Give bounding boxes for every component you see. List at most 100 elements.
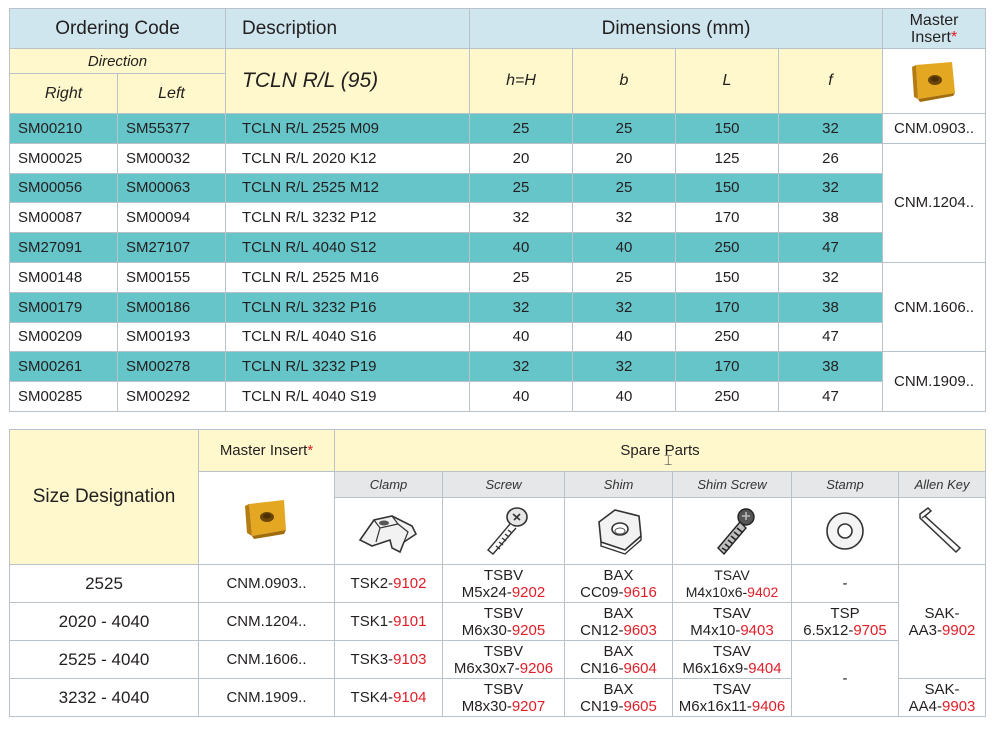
screw-code-number: 9207	[511, 697, 546, 715]
h-value: 25	[469, 113, 573, 144]
insert-image-cell	[882, 48, 987, 114]
shim-icon	[597, 509, 642, 555]
f-value: 47	[777, 381, 884, 412]
shim-screw-code-type: TSAV	[712, 680, 752, 698]
h-value: 32	[469, 202, 573, 234]
allen-key-code-number: 9903	[942, 697, 976, 715]
shim-screw-code-number: 9406	[751, 697, 786, 715]
screw-code-size: M5x24-	[461, 583, 512, 601]
stamp-code: -	[791, 640, 899, 717]
allen-key-header: Allen Key	[897, 471, 987, 498]
stamp-code-type: TSP	[830, 604, 860, 622]
required-star: *	[950, 28, 958, 46]
description: TCLN R/L 4040 S19	[225, 381, 470, 412]
table-row: SM27091 SM27107 TCLN R/L 4040 S12 40 40 …	[9, 232, 986, 263]
shim-header: Shim	[564, 471, 673, 498]
b-header: b	[572, 48, 676, 114]
shim-code: BAX CN12-9603	[564, 602, 673, 641]
table-row: SM00179 SM00186 TCLN R/L 3232 P16 32 32 …	[9, 291, 986, 323]
screw-code-number: 9206	[519, 659, 554, 677]
shim-screw-code-type: TSAV	[712, 604, 752, 622]
shim-code-size: CC09-	[580, 583, 624, 601]
f-value: 38	[777, 351, 884, 383]
clamp-code: TSK1-9101	[334, 602, 443, 641]
shim-screw-code-number: 9404	[748, 659, 782, 677]
shim-code: BAX CC09-9616	[564, 564, 673, 603]
shim-screw-icon	[717, 508, 755, 556]
clamp-icon	[358, 515, 417, 554]
insert-code: CNM.1909..	[882, 351, 987, 412]
left-code: SM00063	[117, 172, 226, 204]
allen-key-code-type: SAK-	[924, 680, 960, 698]
stamp-code-number: 9705	[853, 621, 887, 639]
description: TCLN R/L 4040 S16	[225, 321, 470, 353]
clamp-code: TSK4-9104	[334, 678, 443, 717]
shim-screw-header: Shim Screw	[672, 471, 792, 498]
shim-screw-image-cell	[672, 497, 792, 565]
description: TCLN R/L 2525 M09	[225, 113, 470, 144]
l-value: 250	[675, 321, 779, 353]
left-code: SM00193	[117, 321, 226, 353]
insert-image-cell	[198, 471, 335, 565]
allen-key-icon	[919, 507, 962, 554]
clamp-code-prefix: TSK2-	[350, 575, 394, 592]
shim-code-size: CN12-	[580, 621, 624, 639]
screw-code-size: M8x30-	[461, 697, 512, 715]
f-header: f	[777, 48, 884, 114]
b-value: 25	[572, 261, 676, 293]
f-value: 32	[777, 172, 884, 204]
shim-code-number: 9616	[623, 583, 657, 601]
right-code: SM00285	[9, 381, 118, 412]
shim-screw-code-type: TSAV	[714, 566, 750, 583]
insert-code: CNM.1204..	[198, 602, 335, 641]
insert-code: CNM.1909..	[198, 678, 335, 717]
h-value: 20	[469, 142, 573, 174]
f-value: 38	[777, 202, 884, 234]
dimensions-header: Dimensions (mm)	[468, 8, 884, 49]
shim-screw-code-size: M4x10x6-	[685, 583, 748, 600]
f-value: 32	[777, 261, 884, 293]
l-value: 170	[675, 202, 779, 234]
screw-icon	[486, 507, 528, 555]
allen-key-code: SAK- AA4-9903	[897, 678, 987, 717]
l-value: 150	[675, 113, 779, 144]
left-code: SM00278	[117, 351, 226, 383]
size-value: 2525	[9, 564, 199, 603]
table-row: 2525 - 4040 CNM.1606.. TSK3-9103 TSBV M6x…	[9, 640, 986, 717]
screw-code-number: 9205	[511, 621, 546, 639]
screw-code-number: 9202	[511, 583, 546, 601]
shim-code-type: BAX	[603, 642, 634, 660]
screw-code: TSBV M5x24-9202	[442, 564, 565, 603]
screw-code: TSBV M8x30-9207	[442, 678, 565, 717]
right-code: SM00179	[9, 291, 118, 323]
l-header: L	[675, 48, 779, 114]
l-value: 170	[675, 351, 779, 383]
description: TCLN R/L 3232 P16	[225, 291, 470, 323]
insert-code: CNM.1606..	[882, 261, 987, 353]
left-header: Left	[117, 73, 226, 114]
size-value: 3232 - 4040	[9, 678, 199, 717]
right-header: Right	[9, 73, 118, 114]
f-value: 47	[777, 232, 884, 263]
right-code: SM00210	[9, 113, 118, 144]
shim-screw-code: TSAV M6x16x9-9404	[672, 640, 792, 679]
clamp-header: Clamp	[334, 471, 443, 498]
stamp-icon	[826, 512, 864, 550]
l-value: 250	[675, 381, 779, 412]
screw-code-type: TSBV	[483, 642, 524, 660]
table-row: SM00087 SM00094 TCLN R/L 3232 P12 32 32 …	[9, 202, 986, 234]
left-code: SM00292	[117, 381, 226, 412]
shim-code-size: CN16-	[580, 659, 624, 677]
size-value: 2525 - 4040	[9, 640, 199, 679]
description: TCLN R/L 2525 M12	[225, 172, 470, 204]
size-value: 2020 - 4040	[9, 602, 199, 641]
stamp-code-size: 6.5x12-	[803, 621, 854, 639]
clamp-code-number: 9103	[393, 651, 427, 668]
clamp-code-number: 9101	[393, 613, 427, 630]
insert-icon	[244, 500, 286, 539]
h-value: 25	[469, 261, 573, 293]
shim-code-type: BAX	[603, 680, 634, 698]
screw-code-type: TSBV	[483, 604, 524, 622]
h-value: 40	[469, 381, 573, 412]
screw-code-size: M6x30-	[461, 621, 512, 639]
